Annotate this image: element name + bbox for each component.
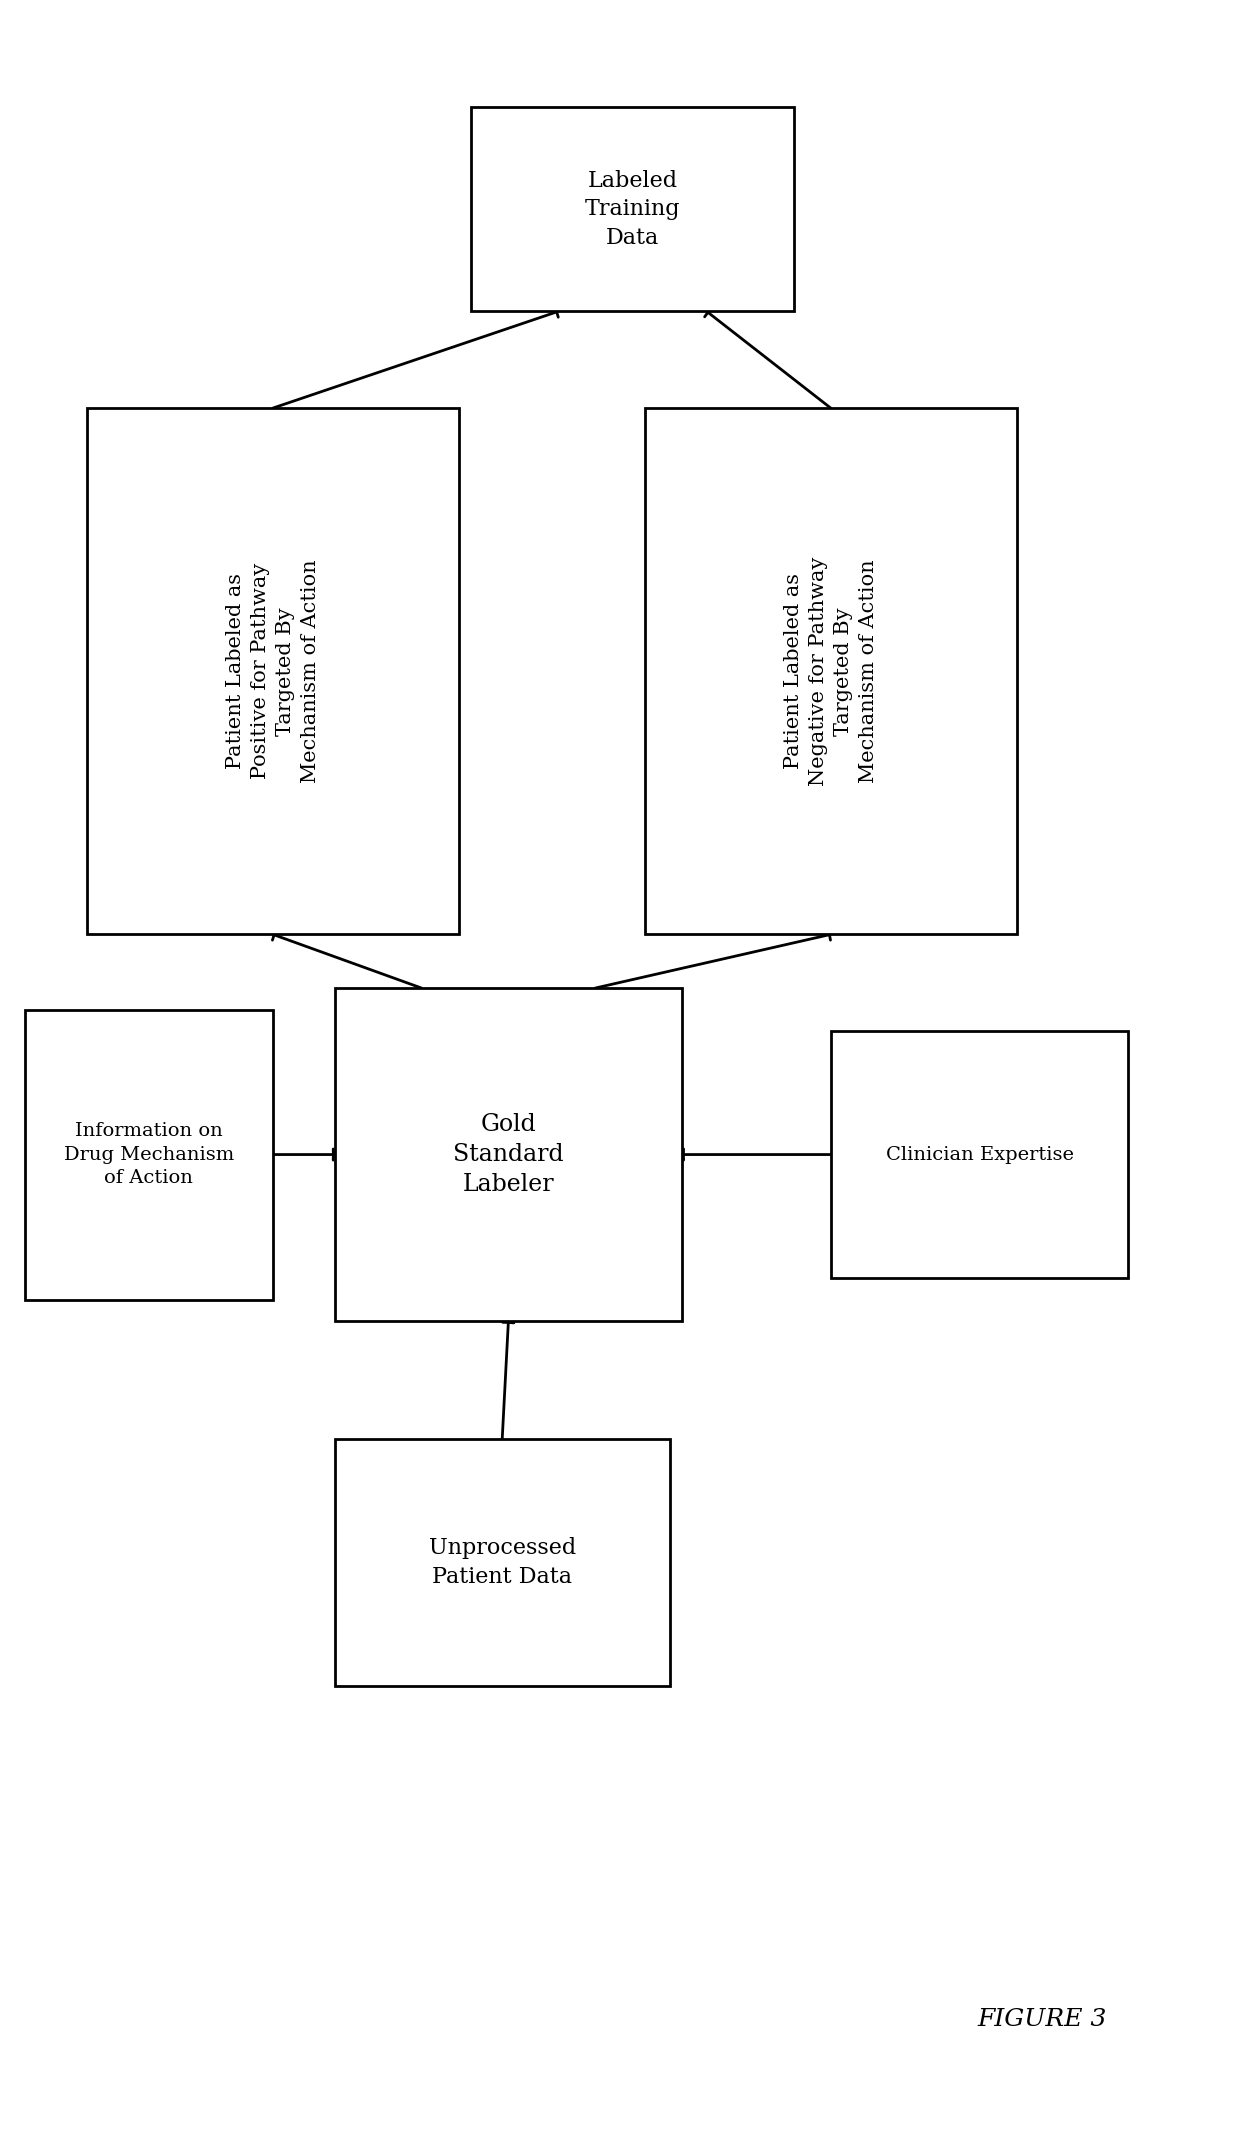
FancyBboxPatch shape [335,1439,670,1686]
FancyBboxPatch shape [87,408,459,934]
Text: Clinician Expertise: Clinician Expertise [885,1145,1074,1164]
Text: Unprocessed
Patient Data: Unprocessed Patient Data [429,1538,575,1587]
Text: FIGURE 3: FIGURE 3 [977,2008,1106,2030]
FancyBboxPatch shape [25,1010,273,1300]
FancyBboxPatch shape [831,1031,1128,1278]
FancyBboxPatch shape [471,107,794,311]
Text: Gold
Standard
Labeler: Gold Standard Labeler [453,1113,564,1196]
Text: Patient Labeled as
Positive for Pathway
Targeted By
Mechanism of Action: Patient Labeled as Positive for Pathway … [226,558,320,784]
FancyBboxPatch shape [645,408,1017,934]
Text: Labeled
Training
Data: Labeled Training Data [584,170,681,249]
Text: Information on
Drug Mechanism
of Action: Information on Drug Mechanism of Action [63,1121,234,1188]
Text: Patient Labeled as
Negative for Pathway
Targeted By
Mechanism of Action: Patient Labeled as Negative for Pathway … [784,556,878,786]
FancyBboxPatch shape [335,988,682,1321]
